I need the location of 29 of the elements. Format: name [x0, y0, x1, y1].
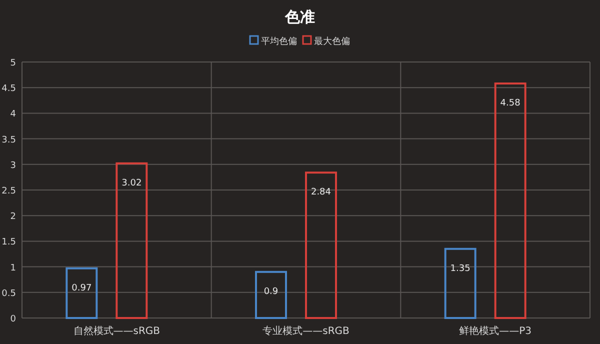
y-tick-label: 0.5 [2, 288, 16, 299]
x-tick-label: 专业模式——sRGB [262, 325, 350, 337]
y-tick-label: 3.5 [2, 135, 16, 146]
data-label: 0.9 [264, 286, 278, 297]
y-tick-label: 4.5 [2, 84, 16, 94]
y-tick-label: 0 [10, 314, 16, 324]
data-label: 2.84 [310, 188, 332, 198]
x-tick-label: 自然模式——sRGB [73, 325, 160, 337]
legend-label: 平均色偏 [261, 36, 297, 47]
y-tick-label: 1 [10, 263, 16, 274]
x-tick-label: 鲜艳模式——P3 [459, 325, 532, 337]
bar [66, 267, 98, 319]
bar [255, 270, 287, 319]
chart-title: 色准 [284, 8, 315, 26]
y-tick-label: 2 [10, 212, 16, 222]
data-label: 1.35 [450, 264, 470, 274]
data-label: 0.97 [72, 283, 92, 294]
y-tick-label: 2.5 [2, 186, 16, 196]
bar [305, 172, 337, 319]
y-tick-label: 5 [10, 58, 16, 68]
bar [444, 248, 476, 319]
bar [116, 162, 148, 319]
y-tick-label: 3 [10, 160, 16, 171]
data-label: 3.02 [122, 178, 142, 188]
bar [494, 82, 526, 319]
legend-label: 最大色偏 [314, 36, 350, 47]
y-tick-label: 4 [10, 110, 16, 120]
y-tick-label: 1.5 [2, 238, 16, 248]
data-label: 4.58 [500, 98, 521, 109]
